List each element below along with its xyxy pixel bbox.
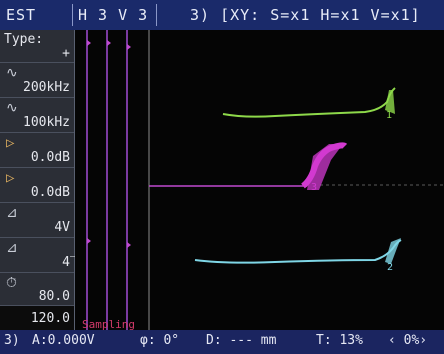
xy-display[interactable]: 1 3 2 bbox=[75, 30, 444, 330]
level-value-2: 4̅ bbox=[62, 255, 70, 270]
cursor-marker bbox=[107, 40, 111, 46]
top-separator bbox=[72, 4, 73, 26]
sine-wave-icon: ∿ bbox=[6, 65, 18, 81]
type-value: + bbox=[62, 46, 70, 61]
level-setting-1[interactable]: ⊿ 4V bbox=[0, 203, 74, 238]
cyan-trace bbox=[194, 239, 402, 264]
high-frequency-value: 200kHz bbox=[23, 80, 70, 95]
bottom-value-setting[interactable]: 120.0 bbox=[0, 306, 74, 330]
signal-plot bbox=[86, 30, 444, 330]
percentage-readout: ‹ 0%› bbox=[388, 333, 428, 348]
low-frequency-value: 100kHz bbox=[23, 115, 70, 130]
cursor-marker bbox=[87, 40, 91, 46]
timer-value: 80.0 bbox=[38, 289, 70, 304]
low-frequency-setting[interactable]: ∿ 100kHz bbox=[0, 98, 74, 133]
settings-sidebar: Type: + ∿ 200kHz ∿ 100kHz ▷ 0.0dB ▷ 0.0d… bbox=[0, 30, 75, 330]
waveform-ramp-icon: ⊿ bbox=[6, 240, 18, 256]
cursor-marker bbox=[127, 242, 131, 248]
cyan-marker-label: 2 bbox=[387, 262, 394, 273]
top-status-bar: EST H 3 V 3 3) [XY: S=x1 H=x1 V=x1] bbox=[0, 0, 444, 30]
gain-value-1: 0.0dB bbox=[30, 150, 70, 165]
distance-readout: D: --- mm bbox=[206, 333, 277, 348]
phase-readout: φ: 0° bbox=[140, 333, 180, 348]
channel-indicator: 3) bbox=[4, 333, 20, 348]
type-setting[interactable]: Type: + bbox=[0, 30, 74, 63]
level-value-1: 4V bbox=[54, 220, 70, 235]
cyan-trace-peak bbox=[385, 238, 401, 264]
threshold-readout: T: 13% bbox=[316, 333, 363, 348]
green-marker-label: 1 bbox=[386, 110, 393, 121]
level-setting-2[interactable]: ⊿ 4̅ bbox=[0, 238, 74, 273]
cursor-marker bbox=[127, 44, 131, 50]
gain-triangle-icon: ▷ bbox=[6, 170, 15, 186]
timer-icon: ⏱ bbox=[6, 275, 17, 291]
gain-setting-1[interactable]: ▷ 0.0dB bbox=[0, 133, 74, 168]
type-label: Type: bbox=[4, 32, 44, 47]
amplitude-readout: A:0.000V bbox=[32, 333, 95, 348]
waveform-ramp-icon: ⊿ bbox=[6, 205, 18, 221]
high-frequency-setting[interactable]: ∿ 200kHz bbox=[0, 63, 74, 98]
timer-setting[interactable]: ⏱ 80.0 bbox=[0, 273, 74, 306]
channel-h3-v3-label[interactable]: H 3 V 3 bbox=[78, 6, 149, 24]
bottom-value: 120.0 bbox=[30, 311, 70, 326]
est-label[interactable]: EST bbox=[6, 6, 37, 24]
cursor-marker bbox=[87, 238, 91, 244]
top-separator bbox=[156, 4, 157, 26]
gain-setting-2[interactable]: ▷ 0.0dB bbox=[0, 168, 74, 203]
bottom-status-bar: 3) A:0.000V φ: 0° D: --- mm T: 13% ‹ 0%› bbox=[0, 330, 444, 354]
sampling-label: Sampling bbox=[82, 318, 135, 331]
magenta-trace-peak bbox=[307, 144, 343, 190]
gain-value-2: 0.0dB bbox=[30, 185, 70, 200]
gain-triangle-icon: ▷ bbox=[6, 135, 15, 151]
green-trace bbox=[222, 87, 396, 118]
green-trace-peak bbox=[385, 90, 395, 114]
magenta-marker-label: 3 bbox=[311, 182, 318, 193]
xy-mode-label[interactable]: 3) [XY: S=x1 H=x1 V=x1] bbox=[190, 6, 421, 24]
sine-wave-icon: ∿ bbox=[6, 100, 18, 116]
